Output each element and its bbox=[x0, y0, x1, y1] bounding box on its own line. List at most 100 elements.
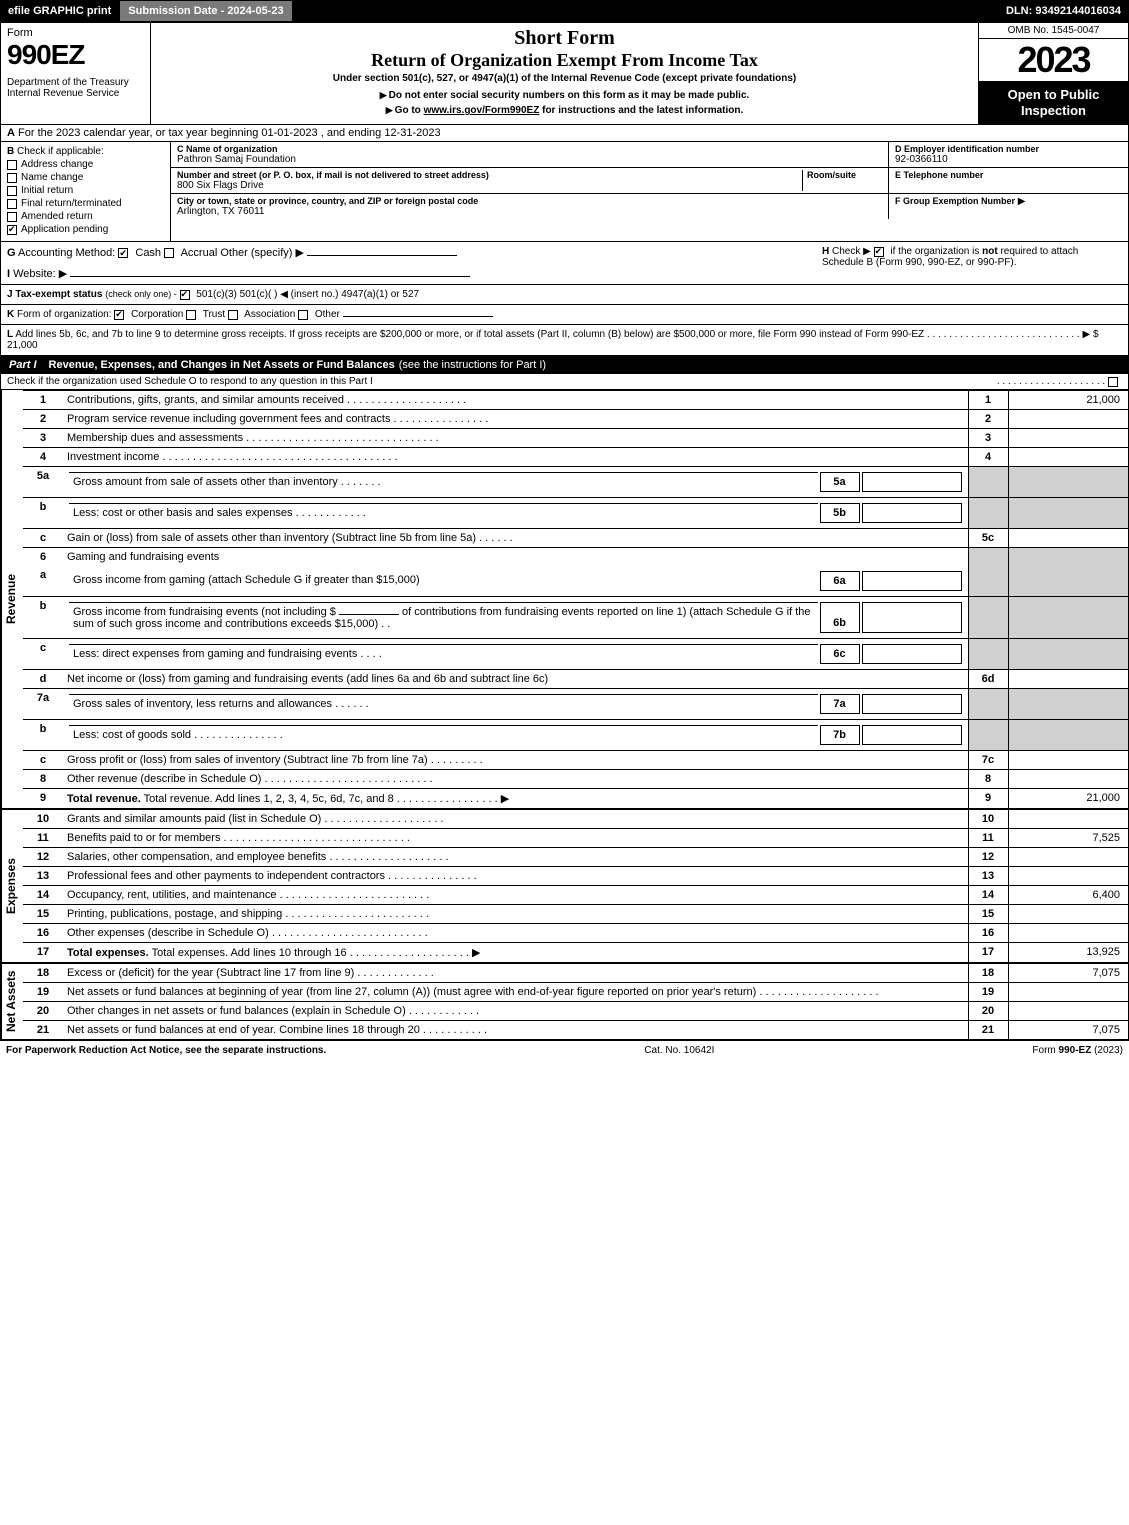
other-specify-input[interactable] bbox=[307, 255, 457, 256]
line-2-rnum: 2 bbox=[968, 410, 1008, 429]
row-a-label: A bbox=[7, 127, 15, 139]
header-left: Form 990EZ Department of the Treasury In… bbox=[1, 23, 151, 124]
checkbox-name-change[interactable] bbox=[7, 173, 17, 183]
line-12-val bbox=[1008, 848, 1128, 867]
line-5b-mnum: 5b bbox=[820, 503, 860, 523]
line-8-val bbox=[1008, 770, 1128, 789]
line-6b-mval[interactable] bbox=[862, 602, 962, 633]
line-6d-desc: Net income or (loss) from gaming and fun… bbox=[63, 670, 968, 689]
checkbox-501c3[interactable] bbox=[180, 290, 190, 300]
row-h: H Check ▶ if the organization is not req… bbox=[822, 246, 1122, 280]
part-i-check-line: Check if the organization used Schedule … bbox=[1, 374, 1128, 390]
city-value: Arlington, TX 76011 bbox=[177, 206, 882, 217]
city-cell: City or town, state or province, country… bbox=[171, 194, 888, 219]
line-21-val: 7,075 bbox=[1008, 1021, 1128, 1040]
open-public-badge: Open to Public Inspection bbox=[979, 81, 1128, 124]
row-l-text: Add lines 5b, 6c, and 7b to line 9 to de… bbox=[15, 329, 924, 340]
checkbox-accrual[interactable] bbox=[164, 248, 174, 258]
line-13-rnum: 13 bbox=[968, 867, 1008, 886]
top-bar: efile GRAPHIC print Submission Date - 20… bbox=[0, 0, 1129, 22]
line-7a-num: 7a bbox=[23, 689, 63, 720]
other-org-input[interactable] bbox=[343, 316, 493, 317]
checkbox-schedule-b[interactable] bbox=[874, 247, 884, 257]
website-input[interactable] bbox=[70, 276, 470, 277]
row-k-label: K bbox=[7, 309, 14, 320]
submission-date: Submission Date - 2024-05-23 bbox=[119, 0, 292, 22]
part-i-title: Revenue, Expenses, and Changes in Net As… bbox=[49, 359, 395, 371]
line-7c-val bbox=[1008, 751, 1128, 770]
line-4-rnum: 4 bbox=[968, 448, 1008, 467]
line-12-rnum: 12 bbox=[968, 848, 1008, 867]
org-name-cell: C Name of organization Pathron Samaj Fou… bbox=[171, 142, 888, 167]
line-3-val bbox=[1008, 429, 1128, 448]
checkbox-application-pending[interactable] bbox=[7, 225, 17, 235]
efile-label[interactable]: efile GRAPHIC print bbox=[0, 1, 119, 21]
checkbox-address-change[interactable] bbox=[7, 160, 17, 170]
checkbox-trust[interactable] bbox=[186, 310, 196, 320]
row-h-post: if the organization is bbox=[890, 246, 982, 257]
row-h-not: not bbox=[982, 246, 998, 257]
line-21-desc: Net assets or fund balances at end of ye… bbox=[63, 1021, 968, 1040]
line-2-desc: Program service revenue including govern… bbox=[63, 410, 968, 429]
checkbox-final-return[interactable] bbox=[7, 199, 17, 209]
corporation-label: Corporation bbox=[131, 309, 183, 320]
checkbox-cash[interactable] bbox=[118, 248, 128, 258]
line-1-desc: Contributions, gifts, grants, and simila… bbox=[63, 391, 968, 410]
checkbox-initial-return[interactable] bbox=[7, 186, 17, 196]
line-12-num: 12 bbox=[23, 848, 63, 867]
line-7a-mval[interactable] bbox=[862, 694, 962, 714]
netassets-section: Net Assets 18Excess or (deficit) for the… bbox=[1, 962, 1128, 1039]
line-6a-mval[interactable] bbox=[862, 571, 962, 591]
header-center: Short Form Return of Organization Exempt… bbox=[151, 23, 978, 124]
line-11-val: 7,525 bbox=[1008, 829, 1128, 848]
checkbox-schedule-o[interactable] bbox=[1108, 377, 1118, 387]
footer-left: For Paperwork Reduction Act Notice, see … bbox=[6, 1045, 326, 1056]
line-3-rnum: 3 bbox=[968, 429, 1008, 448]
header-block: Form 990EZ Department of the Treasury In… bbox=[1, 23, 1128, 125]
accrual-label: Accrual bbox=[181, 247, 218, 259]
line-10-desc: Grants and similar amounts paid (list in… bbox=[63, 810, 968, 829]
irs-link[interactable]: www.irs.gov/Form990EZ bbox=[424, 105, 540, 116]
form-of-org-label: Form of organization: bbox=[17, 309, 112, 320]
col-b-label: B bbox=[7, 146, 14, 157]
checkbox-amended-return[interactable] bbox=[7, 212, 17, 222]
line-11-desc: Benefits paid to or for members . . . . … bbox=[63, 829, 968, 848]
netassets-vert-label: Net Assets bbox=[1, 964, 23, 1039]
revenue-table: 1Contributions, gifts, grants, and simil… bbox=[23, 390, 1128, 808]
line-18-num: 18 bbox=[23, 964, 63, 983]
line-6-desc: Gaming and fundraising events bbox=[63, 548, 968, 567]
line-5c-val bbox=[1008, 529, 1128, 548]
check-if-label: Check if applicable: bbox=[17, 146, 104, 157]
line-5b-mval[interactable] bbox=[862, 503, 962, 523]
line-6a-num: a bbox=[23, 566, 63, 597]
address-change-label: Address change bbox=[21, 159, 93, 170]
line-19-num: 19 bbox=[23, 983, 63, 1002]
line-5a-num: 5a bbox=[23, 467, 63, 498]
line-5c-num: c bbox=[23, 529, 63, 548]
line-1-val: 21,000 bbox=[1008, 391, 1128, 410]
addr-label: Number and street (or P. O. box, if mail… bbox=[177, 170, 802, 180]
ein-value: 92-0366110 bbox=[895, 154, 1122, 165]
final-return-label: Final return/terminated bbox=[21, 198, 122, 209]
line-12-desc: Salaries, other compensation, and employ… bbox=[63, 848, 968, 867]
row-i-label: I bbox=[7, 268, 10, 280]
checkbox-corporation[interactable] bbox=[114, 310, 124, 320]
line-1-num: 1 bbox=[23, 391, 63, 410]
line-7c-rnum: 7c bbox=[968, 751, 1008, 770]
line-5a-shaded bbox=[968, 467, 1008, 498]
line-8-rnum: 8 bbox=[968, 770, 1008, 789]
part-i-label: Part I bbox=[9, 359, 37, 371]
name-change-label: Name change bbox=[21, 172, 83, 183]
line-18-val: 7,075 bbox=[1008, 964, 1128, 983]
footer-right: Form 990-EZ (2023) bbox=[1032, 1045, 1123, 1056]
line-4-desc: Investment income . . . . . . . . . . . … bbox=[63, 448, 968, 467]
line-6b-input[interactable] bbox=[339, 614, 399, 615]
expenses-table: 10Grants and similar amounts paid (list … bbox=[23, 810, 1128, 962]
line-17-num: 17 bbox=[23, 943, 63, 963]
checkbox-other-org[interactable] bbox=[298, 310, 308, 320]
checkbox-association[interactable] bbox=[228, 310, 238, 320]
line-7b-mval[interactable] bbox=[862, 725, 962, 745]
line-5a-mval[interactable] bbox=[862, 472, 962, 492]
line-6c-mval[interactable] bbox=[862, 644, 962, 664]
line-5b-num: b bbox=[23, 498, 63, 529]
